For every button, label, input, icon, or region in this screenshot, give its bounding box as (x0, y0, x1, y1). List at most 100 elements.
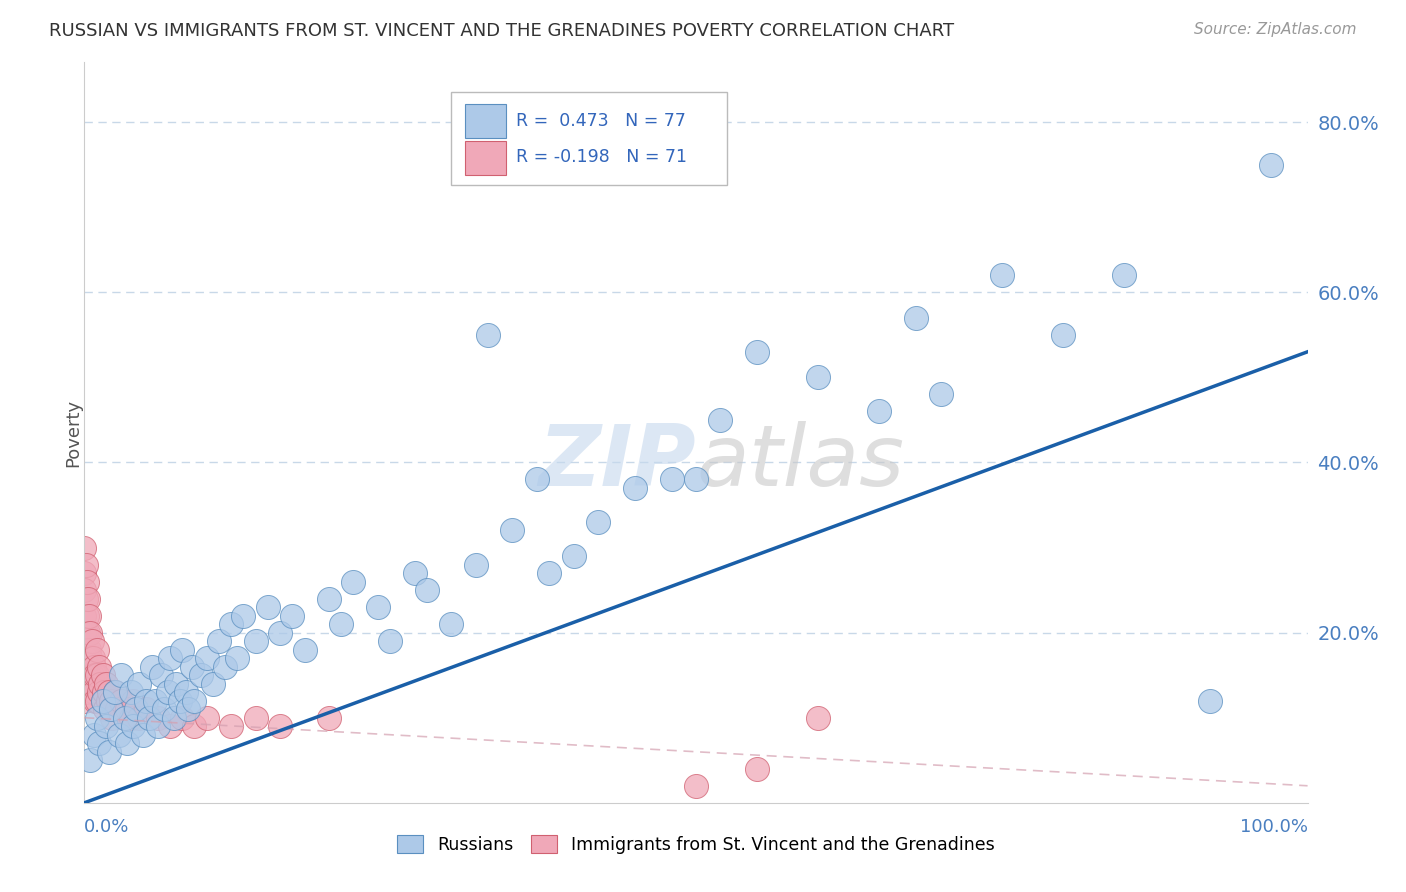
Point (190, 668, 212, 682)
Point (624, 481, 647, 495)
FancyBboxPatch shape (451, 92, 727, 185)
Point (120, 711, 142, 725)
Text: 0.0%: 0.0% (84, 818, 129, 836)
Point (869, 404, 891, 418)
Point (905, 310, 928, 325)
Point (132, 728, 155, 742)
Point (114, 711, 136, 725)
Point (75, 591, 97, 606)
Point (685, 472, 707, 486)
Text: R =  0.473   N = 77: R = 0.473 N = 77 (516, 112, 686, 130)
Point (77, 668, 100, 682)
Point (87, 659, 110, 673)
Point (79, 625, 101, 640)
Point (97, 685, 120, 699)
Point (201, 676, 224, 690)
Point (73, 694, 96, 708)
Point (73, 566, 96, 580)
Point (83, 659, 105, 673)
Point (330, 617, 353, 632)
Point (77, 608, 100, 623)
Point (416, 582, 439, 597)
Point (83, 685, 105, 699)
Point (138, 711, 160, 725)
Point (87, 736, 110, 750)
Point (150, 668, 173, 682)
Point (73, 541, 96, 555)
Text: RUSSIAN VS IMMIGRANTS FROM ST. VINCENT AND THE GRENADINES POVERTY CORRELATION CH: RUSSIAN VS IMMIGRANTS FROM ST. VINCENT A… (49, 22, 955, 40)
Point (82, 676, 104, 690)
Text: 100.0%: 100.0% (1240, 818, 1308, 836)
Point (91, 694, 114, 708)
Point (232, 608, 254, 623)
Point (97, 745, 120, 759)
Point (104, 685, 127, 699)
Point (153, 702, 176, 716)
Point (76, 642, 98, 657)
Point (195, 711, 218, 725)
Point (502, 524, 524, 538)
Text: ZIP: ZIP (538, 421, 696, 504)
Point (367, 600, 389, 615)
Point (1260, 157, 1282, 171)
Point (586, 515, 609, 529)
Point (96, 676, 118, 690)
Point (269, 719, 291, 733)
Point (76, 574, 98, 589)
Point (96, 719, 118, 733)
Point (281, 608, 304, 623)
Point (159, 651, 181, 665)
Point (91, 694, 114, 708)
Point (219, 719, 242, 733)
Point (294, 642, 316, 657)
Point (105, 702, 128, 716)
Point (165, 676, 187, 690)
Point (93, 685, 115, 699)
Point (91, 668, 114, 682)
Point (77, 591, 100, 606)
Point (146, 719, 169, 733)
Point (195, 651, 218, 665)
Point (226, 651, 249, 665)
Point (73, 625, 96, 640)
Y-axis label: Poverty: Poverty (65, 399, 82, 467)
Point (709, 413, 731, 427)
Point (86, 694, 108, 708)
Point (183, 694, 205, 708)
Point (89, 676, 111, 690)
Point (84, 668, 107, 682)
Point (77, 642, 100, 657)
Point (114, 711, 136, 725)
Point (440, 617, 463, 632)
Point (380, 634, 402, 648)
Point (172, 642, 194, 657)
Point (97, 694, 120, 708)
Point (122, 719, 145, 733)
Point (318, 591, 340, 606)
Point (929, 387, 952, 401)
Point (73, 582, 96, 597)
Point (115, 702, 138, 716)
Point (747, 762, 769, 776)
Point (991, 268, 1014, 283)
Point (115, 736, 138, 750)
Point (1052, 327, 1074, 342)
Point (86, 711, 108, 725)
Point (79, 651, 101, 665)
Point (181, 659, 204, 673)
Point (526, 472, 548, 486)
Point (219, 617, 242, 632)
Text: Source: ZipAtlas.com: Source: ZipAtlas.com (1194, 22, 1357, 37)
Point (73, 668, 96, 682)
Point (661, 472, 683, 486)
Point (174, 685, 197, 699)
Point (159, 719, 181, 733)
Point (101, 711, 124, 725)
Point (80, 668, 103, 682)
Point (177, 702, 200, 716)
Point (807, 370, 830, 384)
Point (685, 779, 707, 793)
Point (214, 659, 236, 673)
Point (76, 608, 98, 623)
Point (120, 685, 142, 699)
